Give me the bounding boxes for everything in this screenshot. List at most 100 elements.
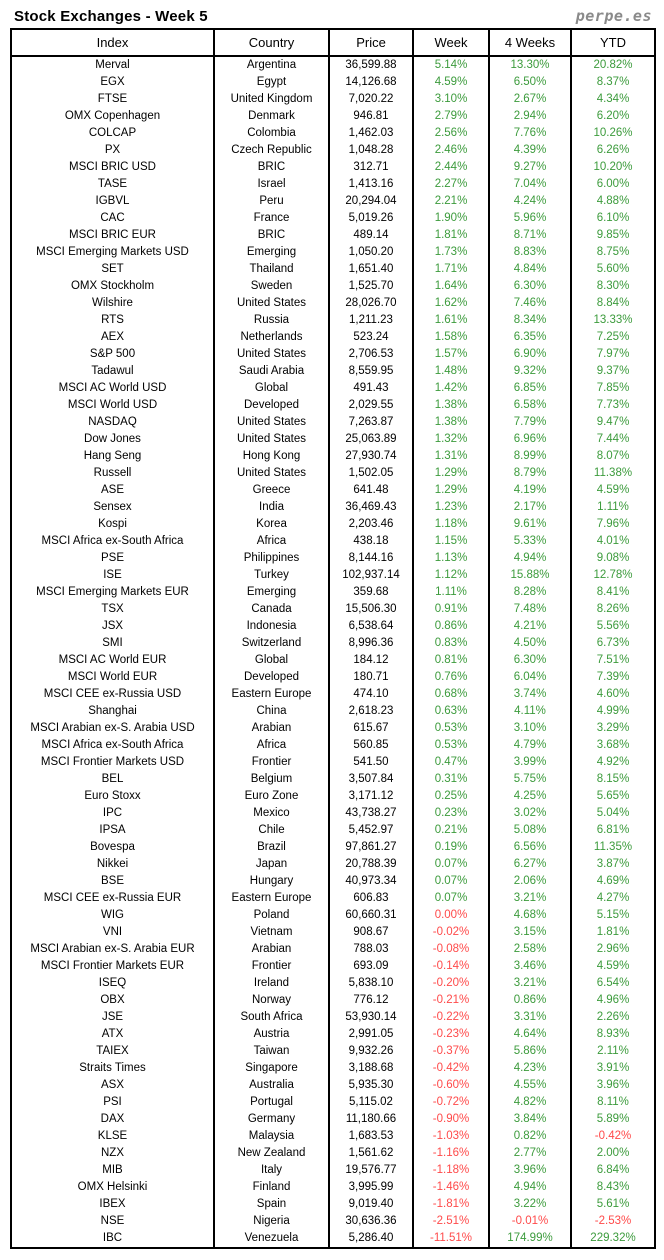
index-cell: Wilshire xyxy=(10,295,215,312)
price-cell: 5,286.40 xyxy=(328,1230,414,1248)
price-cell: 27,930.74 xyxy=(328,448,414,465)
table-row: MSCI Emerging Markets EUR Emerging 359.68 1… xyxy=(10,584,656,601)
4weeks-cell: 8.79% xyxy=(488,465,572,482)
country-cell: Africa xyxy=(213,533,330,550)
table-row: IBEX Spain 9,019.40 -1.81% 3.22% 5.61% xyxy=(10,1196,656,1213)
ytd-cell: 6.84% xyxy=(570,1162,656,1179)
table-row: Russell United States 1,502.05 1.29% 8.79% 11… xyxy=(10,465,656,482)
country-cell: Egypt xyxy=(213,74,330,91)
country-cell: BRIC xyxy=(213,227,330,244)
price-cell: 40,973.34 xyxy=(328,873,414,890)
4weeks-cell: 3.21% xyxy=(488,975,572,992)
week-cell: 2.46% xyxy=(412,142,490,159)
country-cell: United States xyxy=(213,295,330,312)
index-cell: MSCI BRIC USD xyxy=(10,159,215,176)
week-cell: 1.29% xyxy=(412,482,490,499)
week-cell: -0.20% xyxy=(412,975,490,992)
table-row: Euro Stoxx Euro Zone 3,171.12 0.25% 4.25% 5.6… xyxy=(10,788,656,805)
index-cell: MSCI BRIC EUR xyxy=(10,227,215,244)
ytd-cell: 5.15% xyxy=(570,907,656,924)
country-cell: Belgium xyxy=(213,771,330,788)
index-cell: KLSE xyxy=(10,1128,215,1145)
ytd-cell: 4.59% xyxy=(570,958,656,975)
4weeks-cell: 9.27% xyxy=(488,159,572,176)
index-cell: MIB xyxy=(10,1162,215,1179)
ytd-cell: 9.37% xyxy=(570,363,656,380)
4weeks-cell: 3.31% xyxy=(488,1009,572,1026)
4weeks-cell: 8.34% xyxy=(488,312,572,329)
table-row: MSCI Emerging Markets USD Emerging 1,050.2… xyxy=(10,244,656,261)
country-cell: Brazil xyxy=(213,839,330,856)
country-cell: Malaysia xyxy=(213,1128,330,1145)
index-cell: RTS xyxy=(10,312,215,329)
week-cell: 0.47% xyxy=(412,754,490,771)
price-cell: 102,937.14 xyxy=(328,567,414,584)
4weeks-cell: 6.27% xyxy=(488,856,572,873)
week-cell: 1.73% xyxy=(412,244,490,261)
country-cell: Eastern Europe xyxy=(213,890,330,907)
4weeks-cell: 7.48% xyxy=(488,601,572,618)
price-cell: 908.67 xyxy=(328,924,414,941)
country-cell: Hong Kong xyxy=(213,448,330,465)
table-row: SMI Switzerland 8,996.36 0.83% 4.50% 6.73% xyxy=(10,635,656,652)
week-cell: 1.38% xyxy=(412,397,490,414)
4weeks-cell: 4.64% xyxy=(488,1026,572,1043)
ytd-cell: -2.53% xyxy=(570,1213,656,1230)
price-cell: 776.12 xyxy=(328,992,414,1009)
index-cell: Russell xyxy=(10,465,215,482)
price-cell: 180.71 xyxy=(328,669,414,686)
4weeks-cell: 9.61% xyxy=(488,516,572,533)
4weeks-cell: 6.96% xyxy=(488,431,572,448)
index-cell: ASX xyxy=(10,1077,215,1094)
week-cell: 0.07% xyxy=(412,890,490,907)
index-cell: MSCI Frontier Markets USD xyxy=(10,754,215,771)
country-cell: Mexico xyxy=(213,805,330,822)
week-cell: 2.56% xyxy=(412,125,490,142)
ytd-cell: 8.30% xyxy=(570,278,656,295)
price-cell: 184.12 xyxy=(328,652,414,669)
country-cell: Russia xyxy=(213,312,330,329)
country-cell: Emerging xyxy=(213,244,330,261)
country-cell: Sweden xyxy=(213,278,330,295)
4weeks-cell: 13.30% xyxy=(488,56,572,74)
column-header-country: Country xyxy=(213,29,330,57)
table-row: CAC France 5,019.26 1.90% 5.96% 6.10% xyxy=(10,210,656,227)
country-cell: Turkey xyxy=(213,567,330,584)
price-cell: 1,502.05 xyxy=(328,465,414,482)
ytd-cell: 5.89% xyxy=(570,1111,656,1128)
week-cell: 5.14% xyxy=(412,56,490,74)
index-cell: MSCI Africa ex-South Africa xyxy=(10,737,215,754)
ytd-cell: 13.33% xyxy=(570,312,656,329)
ytd-cell: 9.08% xyxy=(570,550,656,567)
ytd-cell: 9.85% xyxy=(570,227,656,244)
index-cell: OBX xyxy=(10,992,215,1009)
country-cell: United States xyxy=(213,431,330,448)
4weeks-cell: 3.84% xyxy=(488,1111,572,1128)
4weeks-cell: 5.96% xyxy=(488,210,572,227)
price-cell: 36,599.88 xyxy=(328,56,414,74)
index-cell: MSCI Africa ex-South Africa xyxy=(10,533,215,550)
ytd-cell: 7.51% xyxy=(570,652,656,669)
index-cell: Sensex xyxy=(10,499,215,516)
table-row: Merval Argentina 36,599.88 5.14% 13.30% 20.82… xyxy=(10,56,656,74)
table-row: MIB Italy 19,576.77 -1.18% 3.96% 6.84% xyxy=(10,1162,656,1179)
table-row: S&P 500 United States 2,706.53 1.57% 6.90% 7.… xyxy=(10,346,656,363)
index-cell: NASDAQ xyxy=(10,414,215,431)
table-row: ASX Australia 5,935.30 -0.60% 4.55% 3.96% xyxy=(10,1077,656,1094)
table-row: FTSE United Kingdom 7,020.22 3.10% 2.67% 4.34… xyxy=(10,91,656,108)
4weeks-cell: 4.82% xyxy=(488,1094,572,1111)
price-cell: 43,738.27 xyxy=(328,805,414,822)
country-cell: Developed xyxy=(213,669,330,686)
country-cell: Chile xyxy=(213,822,330,839)
ytd-cell: 4.60% xyxy=(570,686,656,703)
week-cell: 0.31% xyxy=(412,771,490,788)
4weeks-cell: 174.99% xyxy=(488,1230,572,1248)
index-cell: Tadawul xyxy=(10,363,215,380)
country-cell: Austria xyxy=(213,1026,330,1043)
4weeks-cell: 4.19% xyxy=(488,482,572,499)
price-cell: 1,050.20 xyxy=(328,244,414,261)
ytd-cell: 7.39% xyxy=(570,669,656,686)
table-row: NASDAQ United States 7,263.87 1.38% 7.79% 9.4… xyxy=(10,414,656,431)
column-header-ytd: YTD xyxy=(570,29,656,57)
index-cell: OMX Helsinki xyxy=(10,1179,215,1196)
